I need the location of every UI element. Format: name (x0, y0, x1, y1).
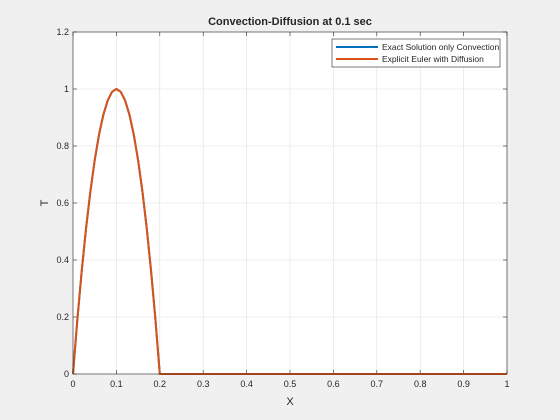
y-axis-label: T (39, 199, 51, 206)
legend: Exact Solution only Convection Explicit … (331, 38, 501, 68)
x-tick-label: 0 (70, 379, 75, 389)
x-tick-label: 0.1 (110, 379, 123, 389)
y-tick-label: 0.8 (56, 141, 69, 151)
x-tick-label: 0.2 (154, 379, 167, 389)
y-tick-label: 0.2 (56, 312, 69, 322)
x-tick-label: 0.5 (284, 379, 297, 389)
x-tick-label: 0.3 (197, 379, 210, 389)
y-tick-label: 0.6 (56, 198, 69, 208)
x-tick-label: 1 (504, 379, 509, 389)
plot-box (72, 31, 508, 375)
x-tick-label: 0.7 (371, 379, 384, 389)
legend-label-euler: Explicit Euler with Diffusion (382, 54, 484, 64)
y-tick-label: 1.2 (56, 27, 69, 37)
x-tick-label: 0.6 (327, 379, 340, 389)
legend-box (331, 38, 501, 68)
legend-label-exact: Exact Solution only Convection (382, 42, 499, 52)
y-tick-label: 0.4 (56, 255, 69, 265)
y-tick-label: 1 (64, 84, 69, 94)
x-tick-label: 0.9 (457, 379, 470, 389)
y-tick-label: 0 (64, 369, 69, 379)
x-tick-label: 0.8 (414, 379, 427, 389)
chart-title: Convection-Diffusion at 0.1 sec (208, 16, 372, 28)
x-tick-label: 0.4 (240, 379, 253, 389)
x-axis-label: X (286, 396, 294, 408)
